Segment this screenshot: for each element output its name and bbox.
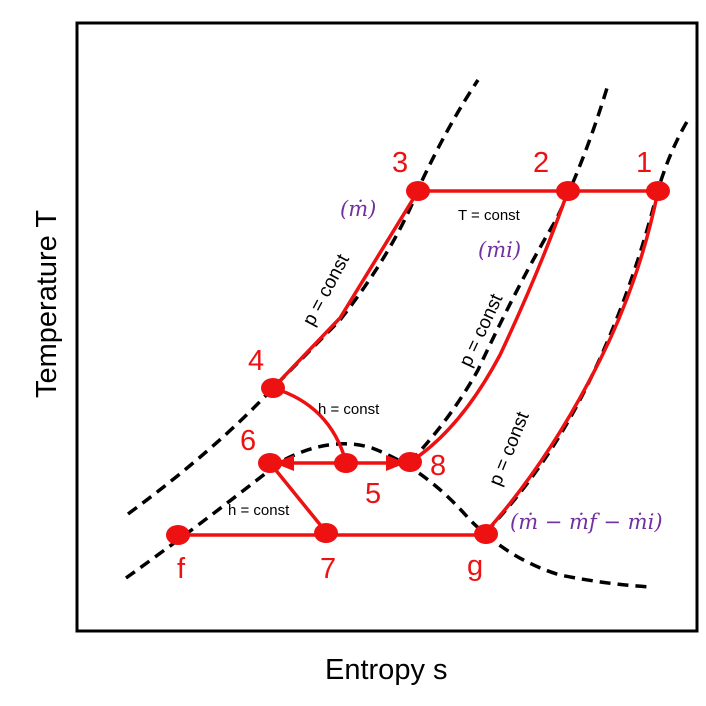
annotation-p-const-left: p = const [299,250,354,329]
label-5: 5 [365,478,381,510]
label-3: 3 [392,147,408,179]
annotation-h-const-lower: h = const [228,502,290,519]
label-2: 2 [533,147,549,179]
point-6 [258,453,282,473]
x-axis-label: Entropy s [325,654,448,686]
flow-label-m: (ṁ) [340,197,376,221]
plot-frame [75,21,699,633]
flow-label-m-i: (ṁi) [478,238,521,262]
label-6: 6 [240,425,256,457]
label-7: 7 [320,553,336,585]
isobar-mid [408,87,609,464]
label-g: g [467,550,483,582]
arrow-left [274,455,294,471]
label-8: 8 [430,450,446,482]
y-axis-label: Temperature T [31,210,63,398]
line-2-8 [409,190,570,464]
line-4-5 [272,386,348,463]
point-4 [261,378,285,398]
annotation-p-const-right: p = const [485,408,534,489]
point-7 [314,523,338,543]
arrow-right [386,455,406,471]
point-f [166,525,190,545]
state-points [166,181,670,545]
line-1-g [484,190,660,534]
point-2 [556,181,580,201]
point-8 [398,452,422,472]
flow-label-m-rest: (ṁ − ṁf − ṁi) [510,510,663,534]
point-5 [334,453,358,473]
label-1: 1 [636,147,652,179]
point-3 [406,181,430,201]
point-g [474,524,498,544]
label-4: 4 [248,345,264,377]
state-labels: 1 2 3 4 5 6 7 8 f g [177,147,652,585]
isobar-high [126,79,480,516]
annotation-h-const-upper: h = const [318,401,380,418]
line-3-4 [271,190,420,390]
line-6-7 [268,461,328,534]
point-1 [646,181,670,201]
flow-labels: (ṁ) (ṁi) (ṁ − ṁf − ṁi) [340,197,663,534]
label-f: f [177,553,186,585]
annotation-t-const: T = const [458,207,521,224]
